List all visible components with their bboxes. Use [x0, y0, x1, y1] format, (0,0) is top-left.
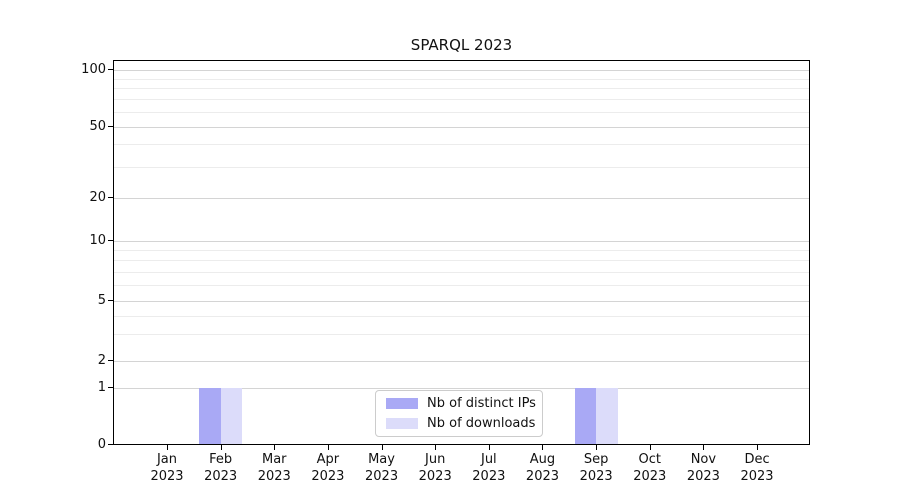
y-tick-50	[108, 126, 113, 127]
y-tick-20	[108, 197, 113, 198]
x-label-year: 2023	[579, 469, 613, 484]
gridline-minor-y-40	[114, 144, 809, 146]
gridline-major-y-20	[114, 198, 809, 199]
x-tick-label-nov: Nov 2023	[663, 451, 743, 485]
x-tick-dec	[757, 445, 759, 450]
y-tick-2	[108, 360, 113, 361]
plot-area	[113, 60, 810, 445]
x-tick-label-aug: Aug 2023	[502, 451, 582, 485]
x-tick-aug	[542, 445, 544, 450]
y-tick-100	[108, 69, 113, 70]
x-label-year: 2023	[257, 469, 291, 484]
x-label-month: Feb	[209, 452, 233, 467]
x-label-year: 2023	[472, 469, 506, 484]
x-label-month: Apr	[316, 452, 340, 467]
legend-item-distinct-ips: Nb of distinct IPs	[376, 396, 542, 411]
gridline-minor-y-4	[114, 315, 809, 317]
x-tick-feb	[220, 445, 222, 450]
legend-label-downloads: Nb of downloads	[427, 416, 536, 431]
x-label-year: 2023	[686, 469, 720, 484]
bar-downloads-sep	[596, 388, 618, 444]
x-tick-oct	[649, 445, 651, 450]
x-tick-label-mar: Mar 2023	[234, 451, 314, 485]
x-label-month: Dec	[744, 452, 770, 467]
chart-title: SPARQL 2023	[410, 36, 513, 54]
x-label-month: Jan	[156, 452, 178, 467]
gridline-minor-y-70	[114, 99, 809, 101]
x-label-year: 2023	[204, 469, 238, 484]
x-tick-label-feb: Feb 2023	[181, 451, 261, 485]
x-tick-nov	[703, 445, 705, 450]
gridline-major-y-1	[114, 388, 809, 389]
gridline-minor-y-3	[114, 334, 809, 336]
x-tick-jun	[435, 445, 437, 450]
gridline-major-y-100	[114, 70, 809, 71]
x-tick-label-jan: Jan 2023	[127, 451, 207, 485]
x-label-month: Aug	[529, 452, 556, 467]
gridline-minor-y-60	[114, 112, 809, 113]
x-tick-label-dec: Dec 2023	[717, 451, 797, 485]
x-tick-label-apr: Apr 2023	[288, 451, 368, 485]
y-tick-label-100: 100	[81, 62, 106, 77]
x-label-month: May	[368, 452, 395, 467]
x-label-year: 2023	[150, 469, 184, 484]
y-tick-label-0: 0	[97, 437, 106, 452]
legend-item-downloads: Nb of downloads	[376, 416, 542, 431]
legend: Nb of distinct IPs Nb of downloads	[375, 390, 543, 437]
y-tick-5	[108, 300, 113, 301]
gridline-minor-y-7	[114, 271, 809, 273]
x-label-year: 2023	[311, 469, 345, 484]
x-label-year: 2023	[633, 469, 667, 484]
x-label-year: 2023	[525, 469, 560, 484]
x-label-month: Mar	[262, 452, 287, 467]
y-tick-10	[108, 240, 113, 241]
y-tick-1	[108, 387, 113, 388]
y-tick-label-1: 1	[97, 380, 106, 395]
x-label-month: Nov	[690, 452, 717, 467]
x-tick-jul	[488, 445, 490, 450]
x-tick-label-sep: Sep 2023	[556, 451, 636, 485]
x-label-month: Sep	[583, 452, 609, 467]
bar-distinct-ips-sep	[574, 388, 597, 444]
y-tick-label-10: 10	[89, 233, 106, 248]
legend-label-distinct-ips: Nb of distinct IPs	[427, 396, 536, 411]
gridline-minor-y-80	[114, 88, 809, 90]
x-tick-jan	[167, 445, 168, 450]
gridline-major-y-2	[114, 361, 809, 362]
bar-downloads-feb	[220, 388, 243, 444]
x-tick-mar	[274, 445, 276, 450]
y-tick-label-50: 50	[89, 119, 106, 134]
x-label-year: 2023	[740, 469, 774, 484]
y-tick-label-5: 5	[97, 293, 106, 308]
x-label-month: Oct	[638, 452, 661, 467]
y-tick-0	[108, 444, 113, 445]
x-tick-label-oct: Oct 2023	[610, 451, 690, 485]
x-tick-label-jul: Jul 2023	[449, 451, 529, 485]
x-tick-label-jun: Jun 2023	[395, 451, 475, 485]
x-tick-may	[381, 445, 383, 450]
gridline-minor-y-8	[114, 260, 809, 262]
x-label-year: 2023	[418, 469, 452, 484]
x-label-month: Jun	[425, 452, 446, 467]
x-label-month: Jul	[480, 452, 497, 467]
gridline-major-y-10	[114, 241, 809, 242]
x-tick-sep	[596, 445, 598, 450]
gridline-minor-y-90	[114, 78, 809, 80]
gridline-minor-y-9	[114, 250, 809, 252]
gridline-major-y-5	[114, 301, 809, 302]
x-label-year: 2023	[365, 469, 399, 484]
y-tick-label-20: 20	[89, 190, 106, 205]
x-tick-apr	[327, 445, 329, 450]
legend-swatch-downloads	[386, 418, 418, 429]
x-tick-label-may: May 2023	[342, 451, 422, 485]
y-tick-label-2: 2	[97, 353, 106, 368]
gridline-minor-y-6	[114, 285, 809, 287]
gridline-minor-y-30	[114, 166, 809, 168]
legend-swatch-distinct-ips	[386, 398, 418, 409]
gridline-major-y-50	[114, 127, 809, 128]
bar-distinct-ips-feb	[199, 388, 221, 444]
